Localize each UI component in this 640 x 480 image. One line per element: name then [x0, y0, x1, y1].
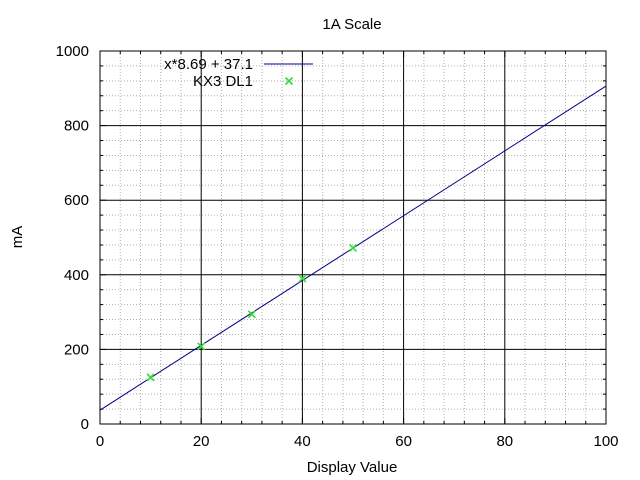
y-tick-label: 800 [64, 118, 89, 135]
minor-grid [100, 51, 606, 424]
x-tick-label: 60 [395, 433, 412, 450]
data-point [197, 342, 206, 351]
data-point [146, 373, 155, 382]
chart-title: 1A Scale [322, 16, 381, 33]
legend-label: KX3 DL1 [193, 73, 253, 90]
x-tick-label: 80 [496, 433, 513, 450]
y-tick-label: 0 [81, 416, 89, 433]
legend-entry: KX3 DL1 [193, 73, 294, 90]
x-axis-label: Display Value [307, 459, 398, 476]
x-tick-label: 20 [193, 433, 210, 450]
y-tick-label: 1000 [56, 43, 89, 60]
data-point [247, 310, 256, 319]
major-grid [99, 50, 607, 425]
y-tick-label: 200 [64, 341, 89, 358]
legend-marker-swatch [284, 76, 294, 86]
x-tick-label: 40 [294, 433, 311, 450]
plot-frame [99, 50, 607, 425]
data-point [348, 243, 358, 253]
y-tick-label: 600 [64, 192, 89, 209]
data-point [298, 274, 307, 283]
y-axis-label: mA [9, 226, 26, 249]
legend-entry: x*8.69 + 37.1 [164, 56, 313, 73]
y-tick-label: 400 [64, 267, 89, 284]
legend-label: x*8.69 + 37.1 [164, 56, 253, 73]
axis-ticks [99, 50, 607, 425]
series-layer [99, 85, 607, 411]
x-tick-label: 0 [96, 433, 104, 450]
x-tick-label: 100 [593, 433, 618, 450]
